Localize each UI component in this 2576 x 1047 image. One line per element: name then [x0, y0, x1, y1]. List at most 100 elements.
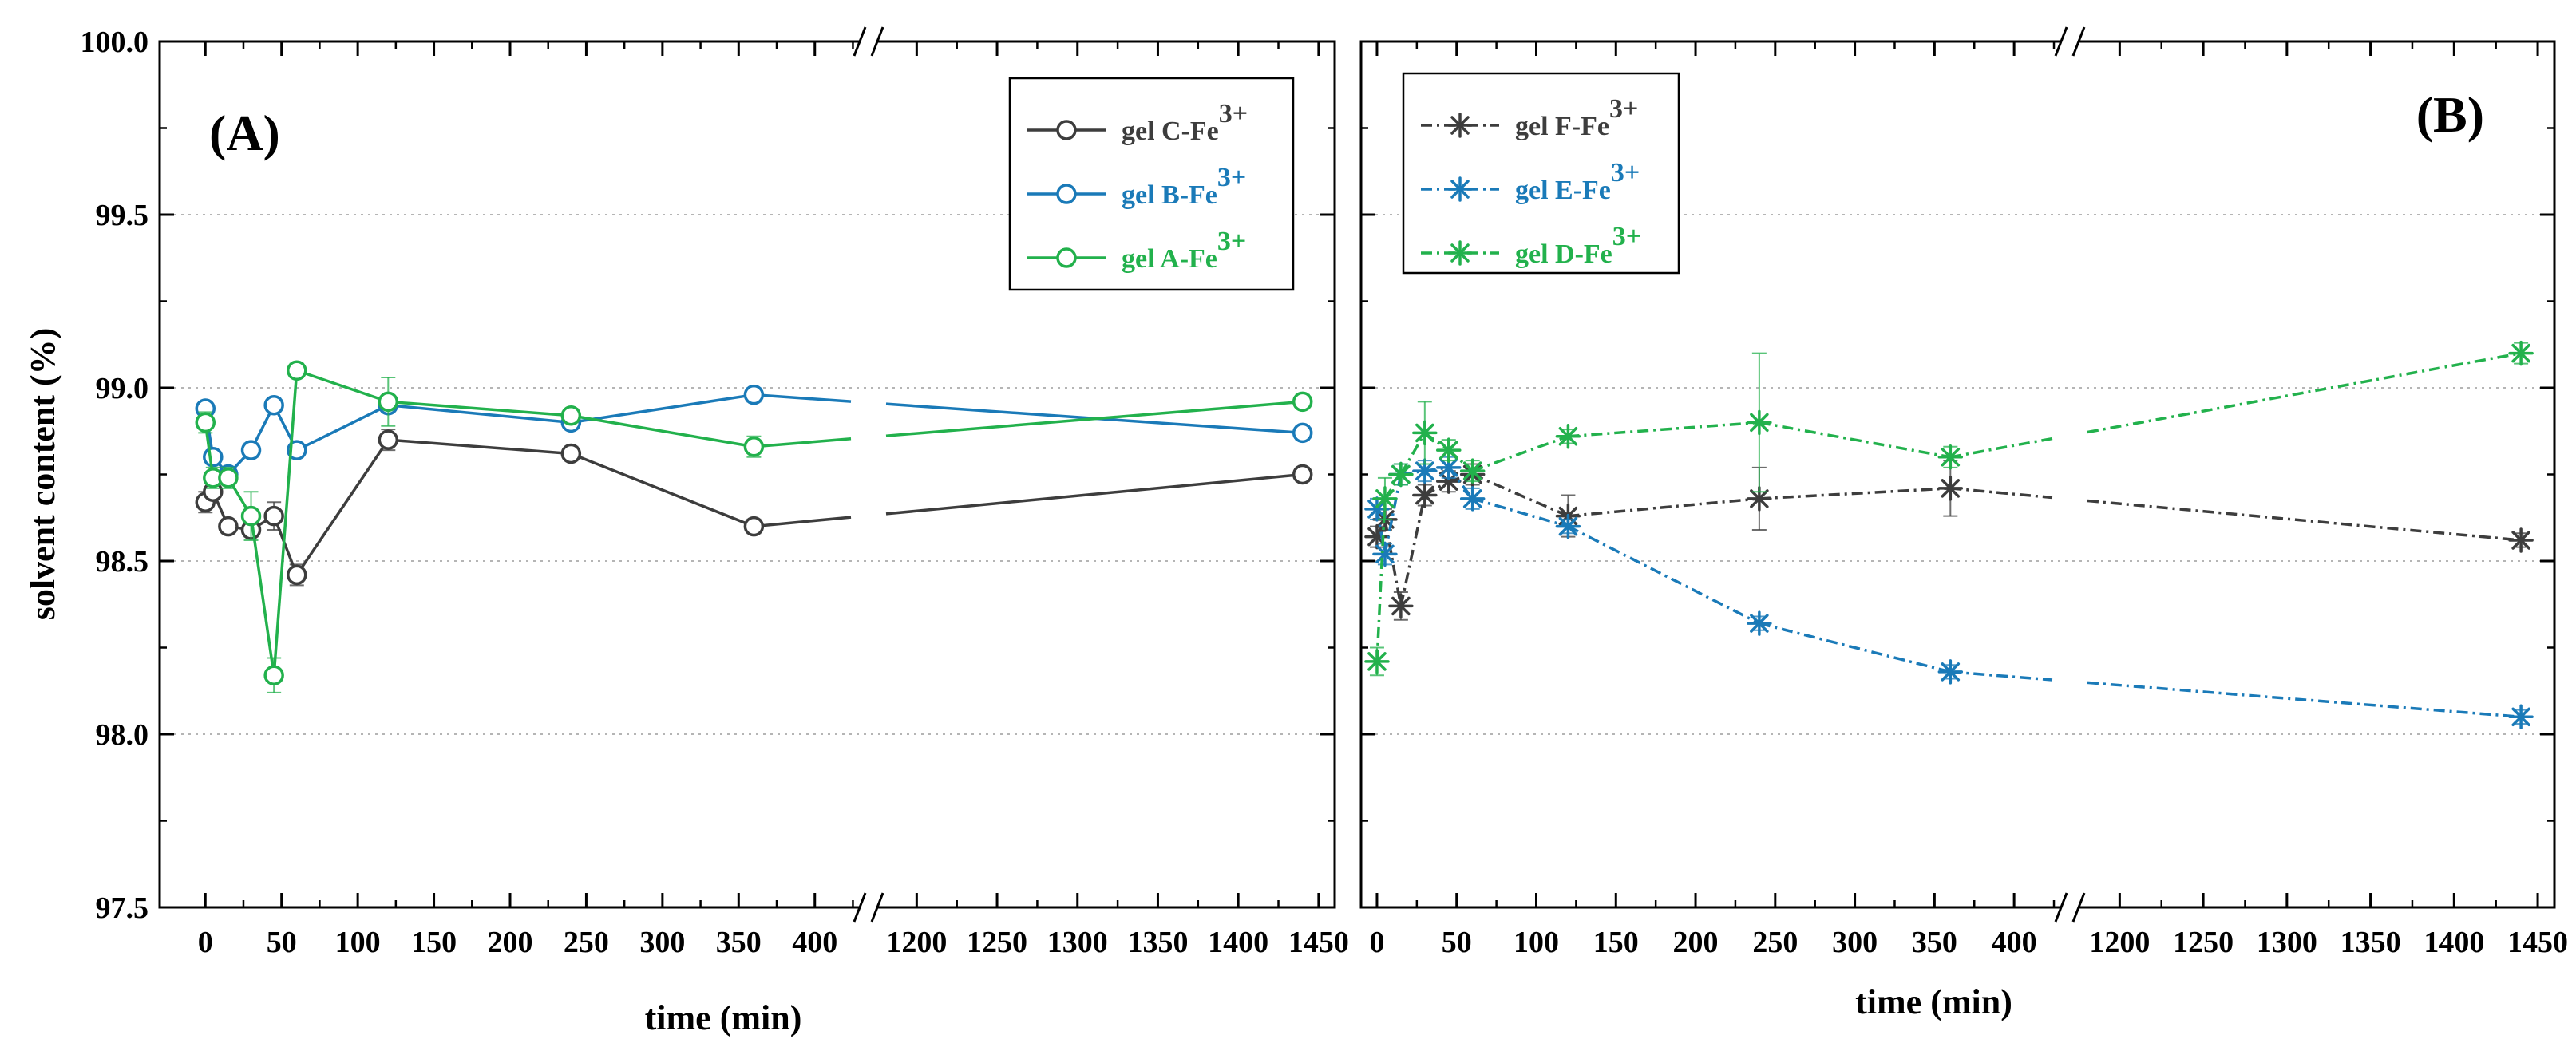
marker-stroke	[1439, 441, 1458, 460]
x-axis-title: time (min)	[1855, 982, 2012, 1021]
x-tick-label: 1200	[886, 926, 947, 959]
legend-label: gel D-Fe3+	[1515, 222, 1641, 269]
data-point-5	[287, 564, 307, 586]
data-point-legend	[1056, 120, 1077, 140]
series-line-segment	[388, 438, 572, 456]
series-1	[1364, 460, 2534, 621]
x-tick-label: 350	[716, 926, 762, 959]
data-point-8	[743, 384, 765, 405]
x-tick-label: 0	[1369, 926, 1384, 959]
series-line-segment	[296, 404, 390, 452]
data-point-9	[2508, 704, 2534, 730]
data-point-8	[743, 516, 765, 537]
marker-stroke	[1367, 500, 1387, 519]
series-line-segment	[1472, 497, 1569, 528]
data-point-4	[263, 394, 284, 416]
x-tick-label: 150	[1593, 926, 1639, 959]
axis-break-gap	[859, 903, 878, 912]
legend-entry-2: gel B-Fe3+	[1027, 163, 1246, 210]
data-point-9	[1292, 391, 1313, 413]
legend-label-name: gel D-Fe	[1515, 239, 1612, 269]
series-line-segment	[754, 393, 852, 403]
y-tick-label: 100.0	[81, 26, 149, 59]
data-point-6	[1555, 513, 1581, 539]
data-point-9	[1292, 464, 1313, 485]
legend-label-name: gel B-Fe	[1122, 180, 1217, 210]
data-point-9	[1292, 422, 1313, 444]
series-line-segment	[272, 370, 299, 676]
data-point-0	[1364, 649, 1390, 674]
marker-stroke	[2511, 343, 2530, 363]
y-tick-label: 97.5	[96, 891, 149, 925]
marker-stroke	[1391, 464, 1411, 484]
data-point-1	[1372, 486, 1398, 512]
legend-label: gel E-Fe3+	[1515, 158, 1640, 205]
series-3	[1364, 340, 2534, 677]
x-tick-label: 400	[1992, 926, 2037, 959]
series-line-segment	[1759, 421, 1951, 459]
x-tick-label: 1200	[2089, 926, 2150, 959]
x-tick-label: 1350	[1127, 926, 1188, 959]
legend-entry-1: gel F-Fe3+	[1421, 94, 1638, 141]
data-point-2	[218, 516, 239, 537]
x-tick-label: 250	[564, 926, 609, 959]
legend-label-name: gel A-Fe	[1122, 244, 1217, 274]
data-point-3	[1412, 458, 1438, 484]
marker-stroke	[1941, 479, 1961, 498]
x-tick-label: 1250	[2173, 926, 2234, 959]
marker-stroke	[1415, 485, 1434, 505]
legend-label-superscript: 3+	[1612, 222, 1641, 251]
x-tick-label: 0	[198, 926, 213, 959]
legend-entry-2: gel E-Fe3+	[1421, 158, 1640, 205]
marker-stroke	[1750, 413, 1769, 433]
y-tick-label: 98.5	[96, 545, 149, 579]
marker-stroke	[1375, 544, 1395, 564]
series-line-segment	[1383, 474, 1403, 555]
series-line-segment	[296, 369, 389, 404]
data-point-7	[1747, 610, 1772, 636]
series-line-segment	[885, 400, 1303, 437]
legend-label-superscript: 3+	[1219, 99, 1248, 128]
panel-label: (B)	[2416, 86, 2484, 143]
data-point-4	[263, 505, 284, 527]
marker-stroke	[1450, 180, 1470, 199]
axis-break-mark	[2054, 892, 2068, 923]
x-tick-label: 1350	[2341, 926, 2401, 959]
data-point-6	[378, 429, 399, 450]
x-tick-label: 100	[335, 926, 381, 959]
data-point-7	[1747, 409, 1772, 436]
x-tick-label: 250	[1752, 926, 1798, 959]
data-point-8	[1937, 659, 1964, 685]
marker-stroke	[2511, 531, 2530, 550]
series-line-segment	[1950, 487, 2053, 500]
data-point-7	[560, 405, 582, 426]
marker-stroke	[1375, 489, 1395, 508]
series-line-segment	[1471, 472, 1569, 518]
marker-stroke	[1391, 596, 1411, 616]
series-line-segment	[1950, 670, 2053, 682]
legend-label: gel A-Fe3+	[1122, 227, 1246, 274]
series-line-segment	[2087, 351, 2522, 434]
series-line-segment	[249, 516, 275, 676]
series-line-segment	[754, 437, 852, 448]
x-tick-label: 1450	[2507, 926, 2568, 959]
legend-entry-1: gel C-Fe3+	[1027, 99, 1248, 146]
axis-break-mark	[870, 26, 884, 57]
x-tick-label: 1300	[2257, 926, 2317, 959]
x-tick-label: 100	[1514, 926, 1559, 959]
series-line-segment	[571, 393, 754, 425]
data-point-8	[1937, 476, 1964, 501]
series-line-segment	[1568, 497, 1760, 518]
x-tick-label: 1250	[967, 926, 1027, 959]
data-point-7	[560, 443, 582, 464]
marker-stroke	[1439, 458, 1458, 477]
data-point-legend	[1447, 113, 1473, 138]
series-2	[195, 384, 1313, 485]
data-point-2	[218, 468, 239, 488]
axis-break-gap	[2060, 903, 2079, 912]
panel-b: 0 50 100 150 200 250 300 350 400 1200 1250 1300 1350…	[1359, 26, 2568, 1021]
data-point-3	[240, 440, 262, 460]
series-line-segment	[2087, 681, 2522, 719]
x-tick-label: 400	[792, 926, 837, 959]
y-tick-label: 98.0	[96, 718, 149, 752]
